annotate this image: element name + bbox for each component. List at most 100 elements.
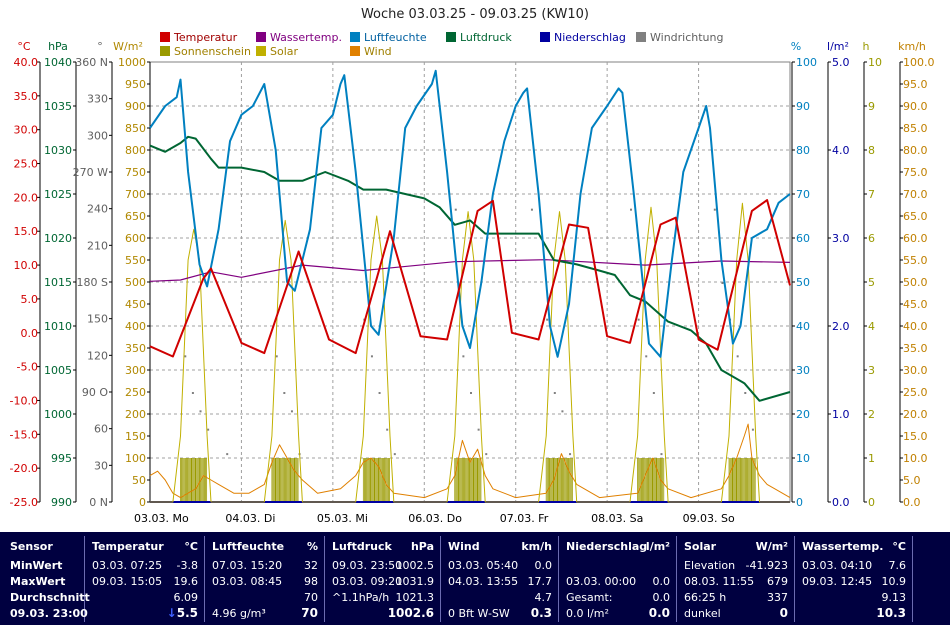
- pressure-panel: Luftdruck hPa 09.03. 23:50 1002.5 03.03. …: [326, 536, 441, 622]
- axis-tick-label: 300: [125, 364, 146, 377]
- wind-beaufort: 0 Bft W-SW: [448, 607, 510, 620]
- wind-direction-dot: [546, 318, 549, 321]
- axis-tick-label: 500: [125, 276, 146, 289]
- axis-tick-label: 90: [796, 100, 810, 113]
- wind-direction-dot: [637, 318, 640, 321]
- axis-tick-label: 800: [125, 144, 146, 157]
- water-min-value: 7.6: [888, 559, 907, 572]
- hum-min-value: 32: [304, 559, 318, 572]
- axis-unit-label: °: [97, 40, 103, 53]
- axis-tick-label: -25.0: [10, 496, 38, 509]
- axis-tick-label: -10.0: [10, 394, 38, 407]
- press-max-value: 1031.9: [395, 575, 435, 588]
- axis-tick-label: 25.0: [903, 386, 928, 399]
- axis-tick-label: 4.0: [832, 144, 850, 157]
- x-tick-label: 06.03. Do: [408, 512, 462, 525]
- axis-tick-label: 150: [125, 430, 146, 443]
- legend-label: Wind: [364, 45, 392, 58]
- axis-tick-label: 5.0: [21, 293, 39, 306]
- water-min-time: 03.03. 04:10: [802, 559, 873, 572]
- solar-unit: W/m²: [755, 540, 788, 553]
- sensor-header: Sensor: [10, 540, 53, 553]
- x-tick-label: 08.03. Sa: [591, 512, 643, 525]
- axis-unit-label: hPa: [48, 40, 68, 53]
- axis-tick-label: 300: [87, 129, 108, 142]
- wind-panel: Wind km/h 03.03. 05:40 0.0 04.03. 13:55 1…: [442, 536, 559, 622]
- axis-tick-label: 180 S: [77, 276, 108, 289]
- axis-tick-label: 2: [868, 408, 875, 421]
- water-max-time: 09.03. 12:45: [802, 575, 873, 588]
- temp-max-value: 19.6: [173, 575, 199, 588]
- max-label: MaxWert: [10, 575, 66, 588]
- axis-tick-label: 950: [125, 78, 146, 91]
- wind-direction-dot: [553, 392, 556, 394]
- wind-direction-dot: [199, 410, 202, 413]
- solar-state: dunkel: [684, 607, 721, 620]
- wind-direction-dot: [736, 355, 739, 358]
- axis-tick-label: 50: [796, 276, 810, 289]
- wind-direction-dot: [721, 282, 724, 284]
- wind-direction-dot: [744, 392, 747, 394]
- axis-tick-label: 70: [796, 188, 810, 201]
- axis-tick-label: 30.0: [14, 124, 39, 137]
- water-temp-header: Wassertemp.: [802, 540, 884, 553]
- axis-tick-label: 35.0: [903, 342, 928, 355]
- axis-tick-label: 270 W: [73, 166, 108, 179]
- precip-current-value: 0.0: [648, 606, 670, 620]
- hum-min-time: 07.03. 15:20: [212, 559, 283, 572]
- solar-current-value: 0: [779, 606, 788, 620]
- wind-direction-dot: [191, 392, 194, 394]
- axis-tick-label: 20.0: [14, 191, 39, 204]
- axis-tick-label: 95.0: [903, 78, 928, 91]
- wind-direction-dot: [660, 453, 663, 456]
- wind-direction-dot: [652, 392, 655, 394]
- hum-current-value: 70: [301, 606, 318, 620]
- legend-label: Niederschlag: [554, 31, 626, 44]
- weather-chart: °C40.035.030.025.020.015.010.05.00.0-5.0…: [10, 31, 935, 525]
- axis-tick-label: 0.0: [832, 496, 850, 509]
- wind-min-time: 03.03. 05:40: [448, 559, 519, 572]
- sunshine-hours: 66:25 h: [684, 591, 727, 604]
- axis-tick-label: 0: [139, 496, 146, 509]
- legend-swatch: [160, 46, 170, 56]
- axis-tick-label: 100: [125, 452, 146, 465]
- axis-tick-label: 10.0: [903, 452, 928, 465]
- current-time: 09.03. 23:00: [10, 607, 88, 620]
- axis-tick-label: 40.0: [14, 56, 39, 69]
- wind-current-value: 0.3: [530, 606, 552, 620]
- axis-tick-label: 15.0: [903, 430, 928, 443]
- axis-tick-label: 3.0: [832, 232, 850, 245]
- axis-tick-label: 60.0: [903, 232, 928, 245]
- solar-panel: Solar W/m² Elevation -41.923 08.03. 11:55…: [678, 536, 795, 622]
- legend-label: Solar: [270, 45, 299, 58]
- wind-direction-dot: [477, 428, 480, 431]
- axis-tick-label: 2.0: [832, 320, 850, 333]
- axis-tick-label: 15.0: [14, 225, 39, 238]
- series-line-luftfeuchte: [149, 69, 791, 358]
- axis-unit-label: W/m²: [113, 40, 143, 53]
- precip-unit: l/m²: [645, 540, 670, 553]
- wind-header: Wind: [448, 540, 480, 553]
- precip-header: Niederschlag: [566, 540, 648, 553]
- axis-tick-label: 1.0: [832, 408, 850, 421]
- axis-tick-label: 0: [796, 496, 803, 509]
- temp-min-value: -3.8: [176, 559, 198, 572]
- legend-label: Sonnenschein: [174, 45, 251, 58]
- axis-unit-label: h: [863, 40, 870, 53]
- precipitation-panel: Niederschlag l/m² 03.03. 00:00 0.0 Gesamt…: [560, 536, 677, 622]
- wind-direction-dot: [283, 392, 286, 394]
- axis-tick-label: 1000: [118, 56, 146, 69]
- min-label: MinWert: [10, 559, 63, 572]
- wind-direction-dot: [630, 208, 632, 211]
- axis-tick-label: 550: [125, 254, 146, 267]
- press-current-value: 1002.6: [387, 606, 434, 620]
- solar-max-value: 679: [767, 575, 788, 588]
- wind-direction-dot: [370, 355, 373, 358]
- axis-unit-label: l/m²: [827, 40, 849, 53]
- hum-absolute: 4.96 g/m³: [212, 607, 266, 620]
- wind-avg-value: 4.7: [534, 591, 553, 604]
- axis-tick-label: 20.0: [903, 408, 928, 421]
- water-temp-panel: Wassertemp. °C 03.03. 04:10 7.6 09.03. 12…: [796, 536, 913, 622]
- axis-tick-label: 990: [51, 496, 72, 509]
- axis-tick-label: 1040: [44, 56, 72, 69]
